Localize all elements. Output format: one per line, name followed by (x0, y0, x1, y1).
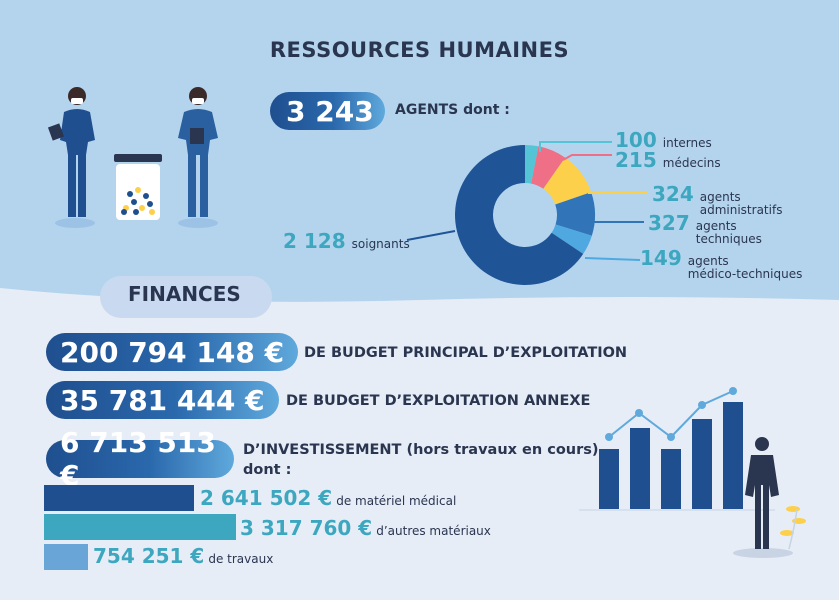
legend-medecins-value: 215 (615, 148, 657, 172)
donut-slice-agents-administratifs (543, 157, 592, 205)
legend-medtech-value: 149 (640, 246, 682, 270)
legend-admin-text1: agents (699, 190, 741, 204)
breakdown-bar-materials (44, 514, 236, 540)
breakdown-works: 754 251 € de travaux (93, 544, 273, 568)
agents-total-pill: 3 243 (270, 92, 385, 130)
legend-medtech-text2: médico-techniques (687, 267, 803, 281)
legend-internes-value: 100 (615, 128, 657, 152)
legend-medtech-text1: agents (687, 254, 729, 268)
breakdown-medical-label: de matériel médical (336, 494, 457, 508)
legend-admin: 324 agents administratifs (652, 182, 782, 217)
breakdown-medical: 2 641 502 € de matériel médical (200, 486, 456, 510)
finances-heading: FINANCES (100, 276, 272, 318)
donut-slice-agents-médico-techniques (551, 224, 592, 254)
legend-internes-text: internes (662, 136, 712, 150)
legend-tech-text1: agents (695, 219, 737, 233)
legend-medtech: 149 agents médico-techniques (640, 246, 802, 281)
investment-label: D’INVESTISSEMENT (hors travaux en cours)… (243, 440, 603, 480)
breakdown-works-amount: 754 251 € (93, 544, 205, 568)
healthcare-workers-illustration (47, 87, 218, 228)
legend-tech: 327 agents techniques (648, 211, 762, 246)
legend-medtech-text: agents médico-techniques (688, 255, 803, 281)
breakdown-materials-amount: 3 317 760 € (240, 516, 373, 540)
breakdown-materials-label: d’autres matériaux (376, 524, 491, 538)
legend-medecins: 215 médecins (615, 148, 721, 172)
investment-label-line2: dont : (243, 462, 292, 478)
agents-label: AGENTS dont : (395, 102, 510, 118)
legend-internes: 100 internes (615, 128, 712, 152)
breakdown-bar-medical (44, 485, 194, 511)
legend-tech-text2: techniques (695, 232, 762, 246)
budget-principal-amount: 200 794 148 € (46, 333, 298, 371)
legend-admin-text: agents administratifs (700, 191, 783, 217)
donut-slice-internes (525, 145, 539, 184)
breakdown-bar-works (44, 544, 88, 570)
legend-medecins-text: médecins (662, 156, 721, 170)
breakdown-medical-amount: 2 641 502 € (200, 486, 333, 510)
investment-label-line1: D’INVESTISSEMENT (hors travaux en cours) (243, 442, 599, 458)
growth-chart-illustration (579, 387, 806, 558)
legend-soignants-value: 2 128 (283, 229, 346, 253)
legend-admin-value: 324 (652, 182, 694, 206)
legend-admin-text2: administratifs (699, 203, 783, 217)
donut-slice-médecins (531, 146, 566, 189)
breakdown-works-label: de travaux (208, 552, 274, 566)
investment-amount: 6 713 513 € (46, 426, 234, 492)
donut-slice-agents-techniques (555, 192, 595, 236)
legend-soignants-text: soignants (351, 237, 410, 251)
staff-donut-chart (455, 145, 595, 285)
breakdown-materials: 3 317 760 € d’autres matériaux (240, 516, 491, 540)
legend-tech-text: agents techniques (696, 220, 762, 246)
page-title: RESSOURCES HUMAINES (269, 38, 570, 62)
legend-tech-value: 327 (648, 211, 690, 235)
donut-slice-soignants (455, 145, 584, 285)
budget-principal-label: DE BUDGET PRINCIPAL D’EXPLOITATION (304, 345, 628, 361)
budget-annexe-label: DE BUDGET D’EXPLOITATION ANNEXE (286, 393, 591, 409)
legend-soignants: 2 128 soignants (283, 229, 410, 253)
budget-annexe-amount: 35 781 444 € (46, 381, 279, 419)
